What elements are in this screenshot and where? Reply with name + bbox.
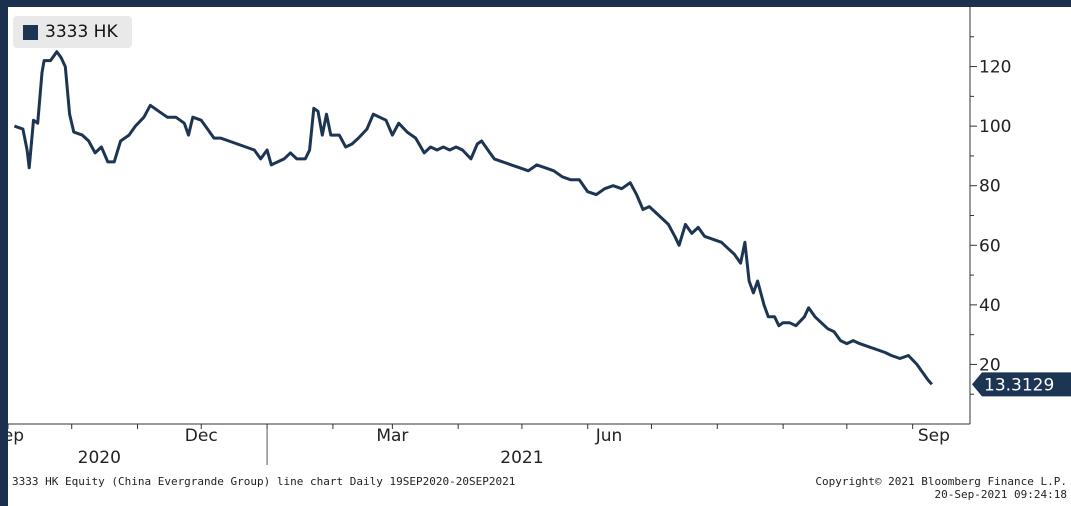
last-value-tag-bg xyxy=(972,372,1071,397)
chart-legend: 3333 HK xyxy=(13,16,132,48)
x-year-label: 2020 xyxy=(78,448,121,468)
x-month-label: Jun xyxy=(595,426,623,446)
price-line-chart: 20 40 60 80 100 120 Sep Dec Mar Jun Sep 2020 2021 13.… xyxy=(8,7,1071,468)
series-line xyxy=(13,50,933,386)
chart-panel: 20 40 60 80 100 120 Sep Dec Mar Jun Sep 2020 2021 13.… xyxy=(8,7,1071,506)
legend-swatch xyxy=(23,24,38,40)
y-tick-label: 120 xyxy=(979,58,1011,78)
copyright-text: Copyright© 2021 Bloomberg Finance L.P. xyxy=(815,475,1067,488)
y-tick-label: 20 xyxy=(979,355,1001,375)
y-tick-label: 100 xyxy=(979,117,1011,137)
y-tick-label: 40 xyxy=(979,296,1001,316)
chart-description: 3333 HK Equity (China Evergrande Group) … xyxy=(12,475,516,488)
x-month-label: Dec xyxy=(185,426,218,446)
y-tick-label: 80 xyxy=(979,177,1001,197)
x-month-label: Sep xyxy=(8,426,24,446)
x-month-label: Sep xyxy=(918,426,950,446)
legend-label: 3333 HK xyxy=(45,22,118,42)
x-month-label: Mar xyxy=(376,426,408,446)
last-value-label: 13.3129 xyxy=(984,375,1054,395)
last-value-tag: 13.3129 xyxy=(972,372,1071,397)
y-tick-label: 60 xyxy=(979,236,1001,256)
x-year-label: 2021 xyxy=(500,448,543,468)
timestamp-text: 20-Sep-2021 09:24:18 xyxy=(934,488,1067,501)
